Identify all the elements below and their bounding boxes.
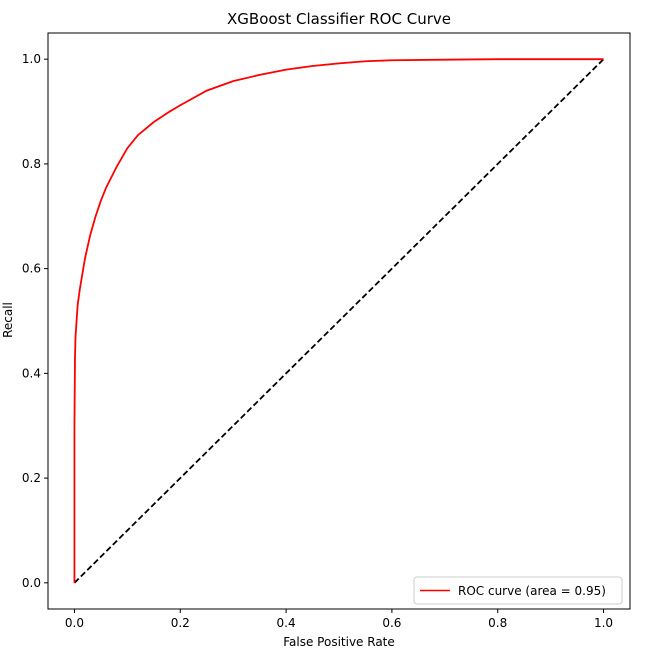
legend-label: ROC curve (area = 0.95) [458, 584, 606, 598]
legend: ROC curve (area = 0.95) [413, 576, 623, 605]
roc-curve-line [73, 58, 604, 583]
x-tick-label: 0.2 [171, 616, 190, 630]
y-axis-label: Recall [1, 302, 15, 338]
x-tick-label: 1.0 [594, 616, 613, 630]
y-tick-label: 1.0 [22, 52, 41, 66]
y-tick-label: 0.0 [22, 576, 41, 590]
x-tick-label: 0.4 [277, 616, 296, 630]
x-tick-label: 0.6 [382, 616, 401, 630]
chart-title: XGBoost Classifier ROC Curve [227, 10, 451, 28]
y-tick-label: 0.2 [22, 471, 41, 485]
x-tick-label: 0.8 [488, 616, 507, 630]
plot-frame [47, 32, 631, 610]
axis-ticks: 0.0 0.2 0.4 0.6 0.8 1.0 0.0 0.2 0.4 0.6 0.8 1.0 [22, 52, 613, 630]
diagonal-reference-line [73, 58, 605, 584]
x-axis-label: False Positive Rate [283, 635, 395, 649]
x-tick-label: 0.0 [65, 616, 84, 630]
legend-box [413, 576, 623, 605]
plot-area [73, 58, 605, 584]
y-tick-label: 0.8 [22, 157, 41, 171]
y-tick-label: 0.6 [22, 262, 41, 276]
y-tick-label: 0.4 [22, 366, 41, 380]
